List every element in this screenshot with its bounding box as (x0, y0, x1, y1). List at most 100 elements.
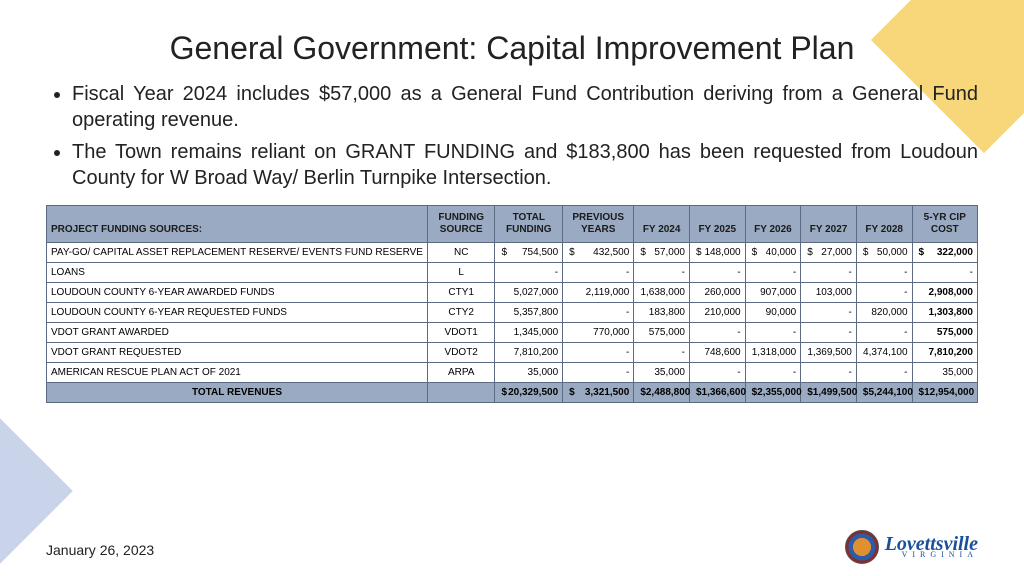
total-cell: $1,499,500 (801, 383, 857, 403)
cell: 575,000 (634, 323, 690, 343)
cell: - (912, 263, 977, 283)
row-name: PAY-GO/ CAPITAL ASSET REPLACEMENT RESERV… (47, 243, 428, 263)
total-label: TOTAL REVENUES (47, 383, 428, 403)
row-name: AMERICAN RESCUE PLAN ACT OF 2021 (47, 363, 428, 383)
footer-date: January 26, 2023 (46, 542, 154, 558)
cell: $40,000 (745, 243, 801, 263)
col-header: FY 2028 (856, 206, 912, 243)
cell: 35,000 (634, 363, 690, 383)
slide: General Government: Capital Improvement … (0, 0, 1024, 576)
col-header: 5-YR CIP COST (912, 206, 977, 243)
cell: 4,374,100 (856, 343, 912, 363)
col-header: PROJECT FUNDING SOURCES: (47, 206, 428, 243)
cell: $432,500 (563, 243, 634, 263)
col-header: FY 2026 (745, 206, 801, 243)
cell: 260,000 (689, 283, 745, 303)
bullet-list: Fiscal Year 2024 includes $57,000 as a G… (46, 81, 978, 191)
table-row: LOUDOUN COUNTY 6-YEAR REQUESTED FUNDSCTY… (47, 303, 978, 323)
total-cell: $20,329,500 (495, 383, 563, 403)
table-row: PAY-GO/ CAPITAL ASSET REPLACEMENT RESERV… (47, 243, 978, 263)
cell: - (689, 323, 745, 343)
cell: $754,500 (495, 243, 563, 263)
row-name: LOUDOUN COUNTY 6-YEAR AWARDED FUNDS (47, 283, 428, 303)
logo-text: Lovettsville VIRGINIA (885, 536, 978, 558)
cell: 5,027,000 (495, 283, 563, 303)
total-cell: $12,954,000 (912, 383, 977, 403)
row-source: VDOT1 (427, 323, 494, 343)
cell: $322,000 (912, 243, 977, 263)
cell: 575,000 (912, 323, 977, 343)
cell: 1,318,000 (745, 343, 801, 363)
cell: - (563, 363, 634, 383)
cell: 1,345,000 (495, 323, 563, 343)
cell: 2,119,000 (563, 283, 634, 303)
table-header-row: PROJECT FUNDING SOURCES: FUNDING SOURCE … (47, 206, 978, 243)
bullet-item: The Town remains reliant on GRANT FUNDIN… (72, 139, 978, 191)
cell: - (634, 263, 690, 283)
total-cell: $2,488,800 (634, 383, 690, 403)
cell: 1,638,000 (634, 283, 690, 303)
total-cell: $3,321,500 (563, 383, 634, 403)
col-header: FUNDING SOURCE (427, 206, 494, 243)
cell: $27,000 (801, 243, 857, 263)
row-source: L (427, 263, 494, 283)
cell: 35,000 (912, 363, 977, 383)
cell: 748,600 (689, 343, 745, 363)
cell: $148,000 (689, 243, 745, 263)
cell: - (495, 263, 563, 283)
table-total-row: TOTAL REVENUES $20,329,500$3,321,500$2,48… (47, 383, 978, 403)
cell: - (745, 363, 801, 383)
col-header: FY 2025 (689, 206, 745, 243)
cell: 2,908,000 (912, 283, 977, 303)
funding-table: PROJECT FUNDING SOURCES: FUNDING SOURCE … (46, 205, 978, 403)
cell: - (856, 263, 912, 283)
cell: $57,000 (634, 243, 690, 263)
cell: 103,000 (801, 283, 857, 303)
col-header: TOTAL FUNDING (495, 206, 563, 243)
cell: - (745, 323, 801, 343)
cell: - (856, 323, 912, 343)
table-row: LOUDOUN COUNTY 6-YEAR AWARDED FUNDSCTY15… (47, 283, 978, 303)
cell: - (801, 303, 857, 323)
page-title: General Government: Capital Improvement … (46, 30, 978, 67)
col-header: FY 2027 (801, 206, 857, 243)
table-row: LOANSL-------- (47, 263, 978, 283)
total-cell: $2,355,000 (745, 383, 801, 403)
cell: - (801, 323, 857, 343)
row-name: VDOT GRANT REQUESTED (47, 343, 428, 363)
total-source (427, 383, 494, 403)
cell: - (801, 263, 857, 283)
cell: - (856, 283, 912, 303)
cell: 7,810,200 (912, 343, 977, 363)
cell: 820,000 (856, 303, 912, 323)
cell: 907,000 (745, 283, 801, 303)
total-cell: $1,366,600 (689, 383, 745, 403)
table-row: AMERICAN RESCUE PLAN ACT OF 2021ARPA35,0… (47, 363, 978, 383)
funding-table-wrap: PROJECT FUNDING SOURCES: FUNDING SOURCE … (46, 205, 978, 403)
cell: - (563, 343, 634, 363)
row-name: VDOT GRANT AWARDED (47, 323, 428, 343)
cell: 1,369,500 (801, 343, 857, 363)
cell: - (689, 263, 745, 283)
cell: 210,000 (689, 303, 745, 323)
bullet-item: Fiscal Year 2024 includes $57,000 as a G… (72, 81, 978, 133)
cell: $50,000 (856, 243, 912, 263)
cell: 183,800 (634, 303, 690, 323)
cell: - (563, 303, 634, 323)
total-cell: $5,244,100 (856, 383, 912, 403)
row-source: CTY2 (427, 303, 494, 323)
seal-icon (845, 530, 879, 564)
row-name: LOANS (47, 263, 428, 283)
row-source: ARPA (427, 363, 494, 383)
cell: - (801, 363, 857, 383)
cell: 770,000 (563, 323, 634, 343)
row-source: VDOT2 (427, 343, 494, 363)
row-source: CTY1 (427, 283, 494, 303)
col-header: FY 2024 (634, 206, 690, 243)
cell: - (563, 263, 634, 283)
cell: 5,357,800 (495, 303, 563, 323)
table-row: VDOT GRANT REQUESTEDVDOT27,810,200--748,… (47, 343, 978, 363)
cell: - (745, 263, 801, 283)
table-row: VDOT GRANT AWARDEDVDOT11,345,000770,0005… (47, 323, 978, 343)
cell: 35,000 (495, 363, 563, 383)
